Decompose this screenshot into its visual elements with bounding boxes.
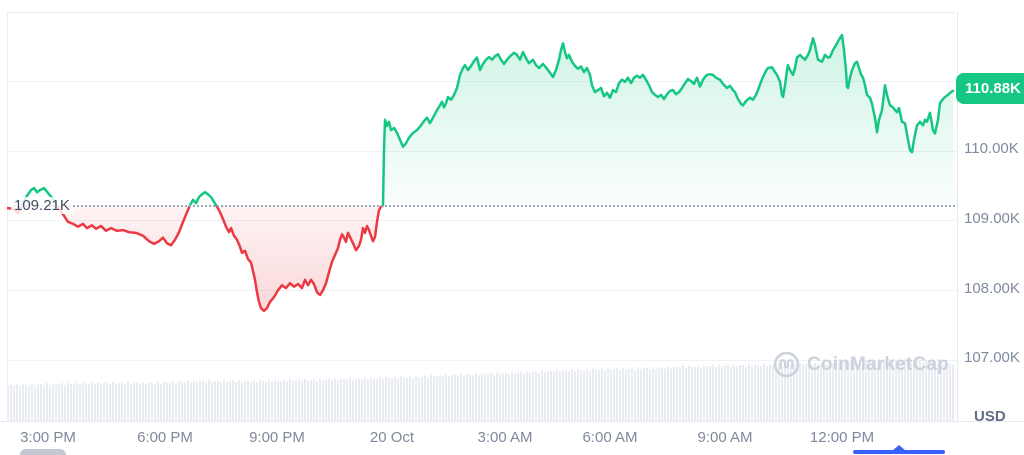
x-axis-label-8: 12:00 PM [809,429,875,446]
y-axis-label-110: 110.00K [964,140,1019,157]
plot-top-border [7,12,955,13]
coinmarketcap-logo-icon [773,351,800,378]
y-axis-label-107: 107.00K [964,349,1020,366]
current-price-badge: 110.88K [956,73,1024,104]
x-axis-label-4: 20 Oct [369,429,415,446]
x-axis-label-2: 6:00 PM [137,429,193,446]
x-axis-label-3: 9:00 PM [249,429,305,446]
currency-unit-label: USD [974,408,1006,425]
y-axis-label-109: 109.00K [964,210,1020,227]
x-axis-label-1: 3:00 PM [20,429,76,446]
x-axis-label-6: 6:00 AM [582,429,638,446]
watermark: CoinMarketCap [773,351,949,378]
timeline-handle-bar [853,450,945,454]
x-axis-label-7: 9:00 AM [697,429,753,446]
x-axis-label-5: 3:00 AM [477,429,533,446]
y-axis-label-108: 108.00K [964,280,1020,297]
gridline-107k [7,360,957,361]
timeline-handle[interactable] [853,445,945,455]
gridline-108k [7,290,957,291]
gridline-109k [7,220,957,221]
price-chart-svg[interactable] [7,12,957,421]
baseline-dotted-line [14,205,955,207]
plot-left-border [7,12,8,421]
page-scrollbar-thumb[interactable] [20,449,66,455]
watermark-text: CoinMarketCap [807,353,949,375]
plot-bottom-border [0,421,1024,422]
y-axis-separator [957,12,958,421]
baseline-price-label: 109.21K [11,197,73,214]
timeline-handle-arrow-icon [892,445,906,451]
